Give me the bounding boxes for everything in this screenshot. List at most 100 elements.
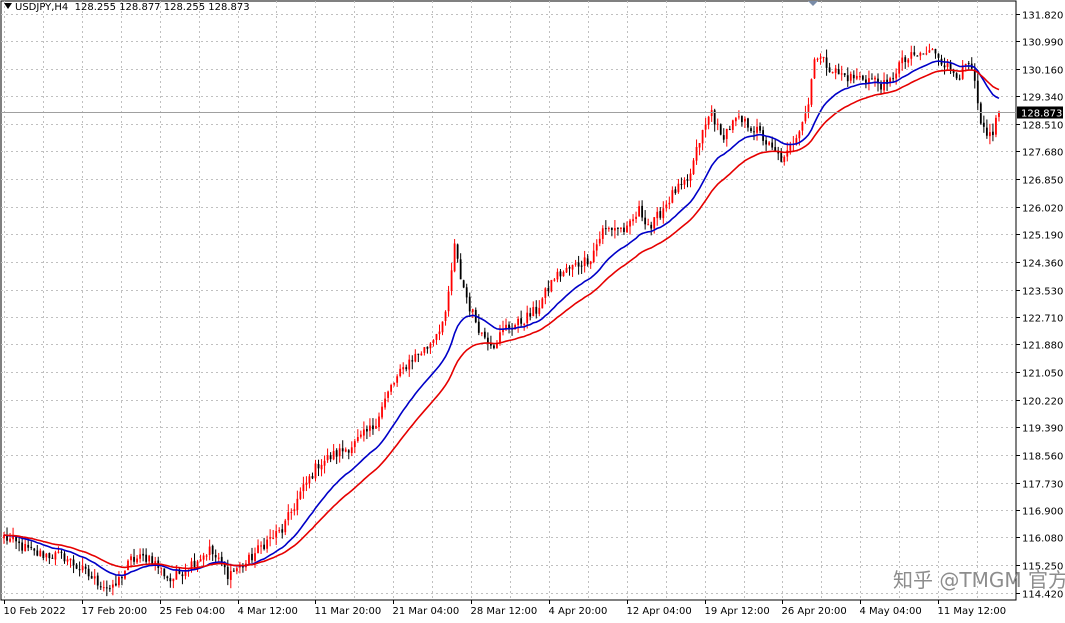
candle-body (302, 484, 305, 492)
price-tick-label: 131.820 (1022, 11, 1063, 22)
price-tick-label: 126.850 (1022, 176, 1063, 187)
candle-body (813, 59, 816, 79)
candle-body (765, 140, 768, 145)
candle-body (142, 553, 145, 556)
candle-body (916, 55, 919, 57)
candle-body (904, 57, 907, 62)
candle-body (638, 206, 640, 217)
candle-body (517, 318, 520, 326)
candle-body (913, 52, 916, 55)
candle-body (305, 482, 308, 485)
candle-body (326, 455, 329, 461)
candle-body (922, 53, 925, 55)
candle-body (375, 426, 377, 429)
candle-body (858, 76, 861, 78)
candle-body (523, 324, 526, 326)
candle-body (21, 542, 24, 551)
candle-body (33, 548, 36, 551)
candle-body (151, 556, 154, 565)
candle-body (387, 391, 389, 398)
candle-body (759, 126, 761, 131)
candle-body (719, 124, 722, 135)
candle-body (181, 574, 184, 577)
symbol-name: USDJPY,H4 (15, 2, 69, 13)
candle-body (722, 135, 725, 140)
candle-body (985, 127, 988, 136)
candle-body (57, 551, 60, 553)
candle-body (290, 511, 293, 513)
candle-body (907, 59, 910, 63)
time-tick-label: 11 May 12:00 (938, 606, 1007, 617)
candle-body (102, 587, 105, 589)
candle-body (508, 324, 510, 328)
candle-body (329, 455, 332, 460)
candle-body (69, 558, 72, 561)
candle-body (145, 554, 148, 562)
candle-body (75, 564, 78, 569)
candle-body (193, 560, 196, 567)
candle-body (24, 543, 27, 552)
candle-body (414, 353, 417, 362)
candle-body (356, 437, 359, 441)
candle-body (958, 78, 961, 80)
candle-body (610, 227, 613, 230)
candle-body (786, 150, 789, 157)
candle-body (441, 321, 444, 333)
candle-body (741, 116, 743, 123)
candle-body (408, 359, 411, 370)
candle-body (490, 343, 492, 346)
ohlc-values: 128.255 128.877 128.255 128.873 (74, 2, 250, 13)
candle-body (121, 577, 123, 579)
candle-body (202, 555, 205, 560)
candle-body (692, 160, 695, 175)
candle-body (362, 429, 365, 436)
candle-body (317, 464, 320, 469)
price-tick-label: 122.710 (1022, 314, 1063, 325)
candle-body (338, 448, 341, 457)
candle-body (801, 122, 804, 131)
price-tick-label: 116.080 (1022, 534, 1063, 545)
candle-body (934, 48, 937, 54)
candle-body (665, 204, 668, 209)
candle-body (753, 131, 755, 133)
candle-body (341, 448, 344, 452)
candle-body (804, 113, 807, 122)
candle-body (42, 551, 45, 558)
candle-body (208, 546, 211, 555)
candle-body (768, 142, 771, 145)
candle-body (483, 331, 486, 338)
candle-body (883, 80, 885, 91)
candle-body (51, 557, 54, 559)
candle-body (396, 376, 399, 383)
candle-body (949, 63, 952, 70)
candle-body (840, 73, 843, 75)
candle-body (831, 72, 834, 74)
price-tick-label: 125.190 (1022, 231, 1063, 242)
moving-average-red (3, 69, 1000, 570)
candle-body (15, 536, 17, 542)
candle-body (644, 217, 647, 225)
time-tick-label: 10 Feb 2022 (4, 606, 66, 617)
candle-body (586, 258, 589, 265)
candle-body (928, 50, 931, 53)
candle-body (63, 553, 66, 562)
candle-body (662, 208, 665, 219)
candle-body (898, 62, 901, 74)
chart-shift-marker (808, 1, 818, 6)
candle-body (816, 58, 819, 60)
candle-body (133, 556, 135, 562)
price-tick-label: 119.390 (1022, 424, 1063, 435)
collapse-triangle-icon[interactable] (4, 3, 12, 9)
time-tick-label: 19 Apr 12:00 (705, 606, 770, 617)
candle-body (269, 537, 272, 539)
candle-body (725, 128, 728, 139)
time-tick-label: 4 Apr 20:00 (549, 606, 608, 617)
candle-body (771, 142, 774, 148)
candle-body (496, 343, 498, 349)
candle-body (420, 353, 423, 356)
candle-body (877, 78, 879, 84)
candle-body (381, 406, 383, 418)
plot-border (0, 0, 1017, 601)
